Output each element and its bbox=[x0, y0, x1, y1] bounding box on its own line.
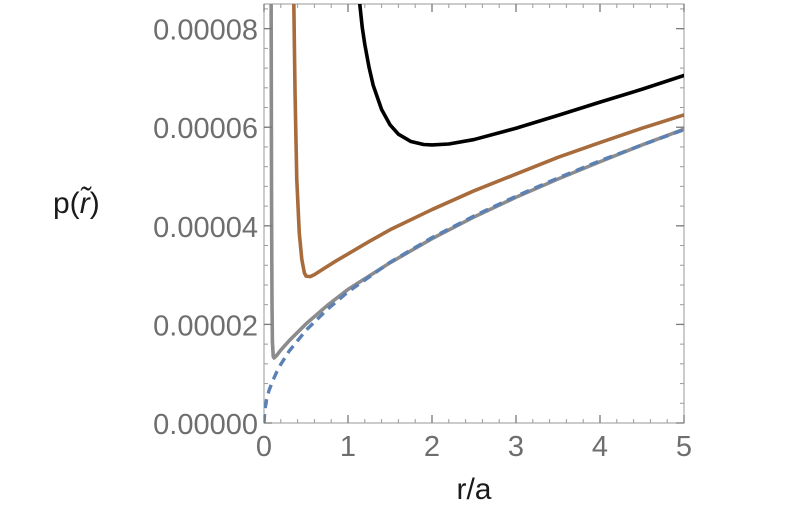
plot-frame bbox=[263, 3, 685, 424]
y-axis-title-suffix: ) bbox=[90, 187, 100, 220]
x-tick-label: 0 bbox=[256, 431, 272, 463]
x-tick-label: 1 bbox=[340, 431, 356, 463]
series-group bbox=[264, 4, 684, 423]
plot-border bbox=[263, 3, 685, 424]
series-line-2 bbox=[292, 4, 684, 279]
x-tick-label: 5 bbox=[676, 431, 692, 463]
y-tick-label: 0.00000 bbox=[153, 409, 258, 441]
y-axis-title-variable: r̃ bbox=[80, 186, 92, 220]
y-tick-label: 0.00002 bbox=[153, 310, 258, 342]
x-tick-label: 4 bbox=[592, 431, 608, 463]
x-axis-title: r/a bbox=[456, 473, 491, 506]
y-tick-label: 0.00006 bbox=[153, 113, 258, 145]
y-axis-title-prefix: p( bbox=[53, 187, 80, 220]
y-axis-ticks: 0.00000 0.00002 0.00004 0.00006 0.00008 bbox=[153, 15, 684, 441]
x-tick-label: 2 bbox=[424, 431, 440, 463]
x-tick-label: 3 bbox=[508, 431, 524, 463]
series-line-4 bbox=[264, 128, 684, 423]
y-tick-label: 0.00008 bbox=[153, 15, 258, 47]
y-tick-label: 0.00004 bbox=[153, 212, 258, 244]
series-line-1 bbox=[357, 4, 684, 147]
series-layer bbox=[264, 4, 684, 423]
y-axis-title: p(r̃) bbox=[53, 186, 100, 220]
x-axis-ticks: 0 1 2 3 4 5 bbox=[256, 4, 692, 463]
